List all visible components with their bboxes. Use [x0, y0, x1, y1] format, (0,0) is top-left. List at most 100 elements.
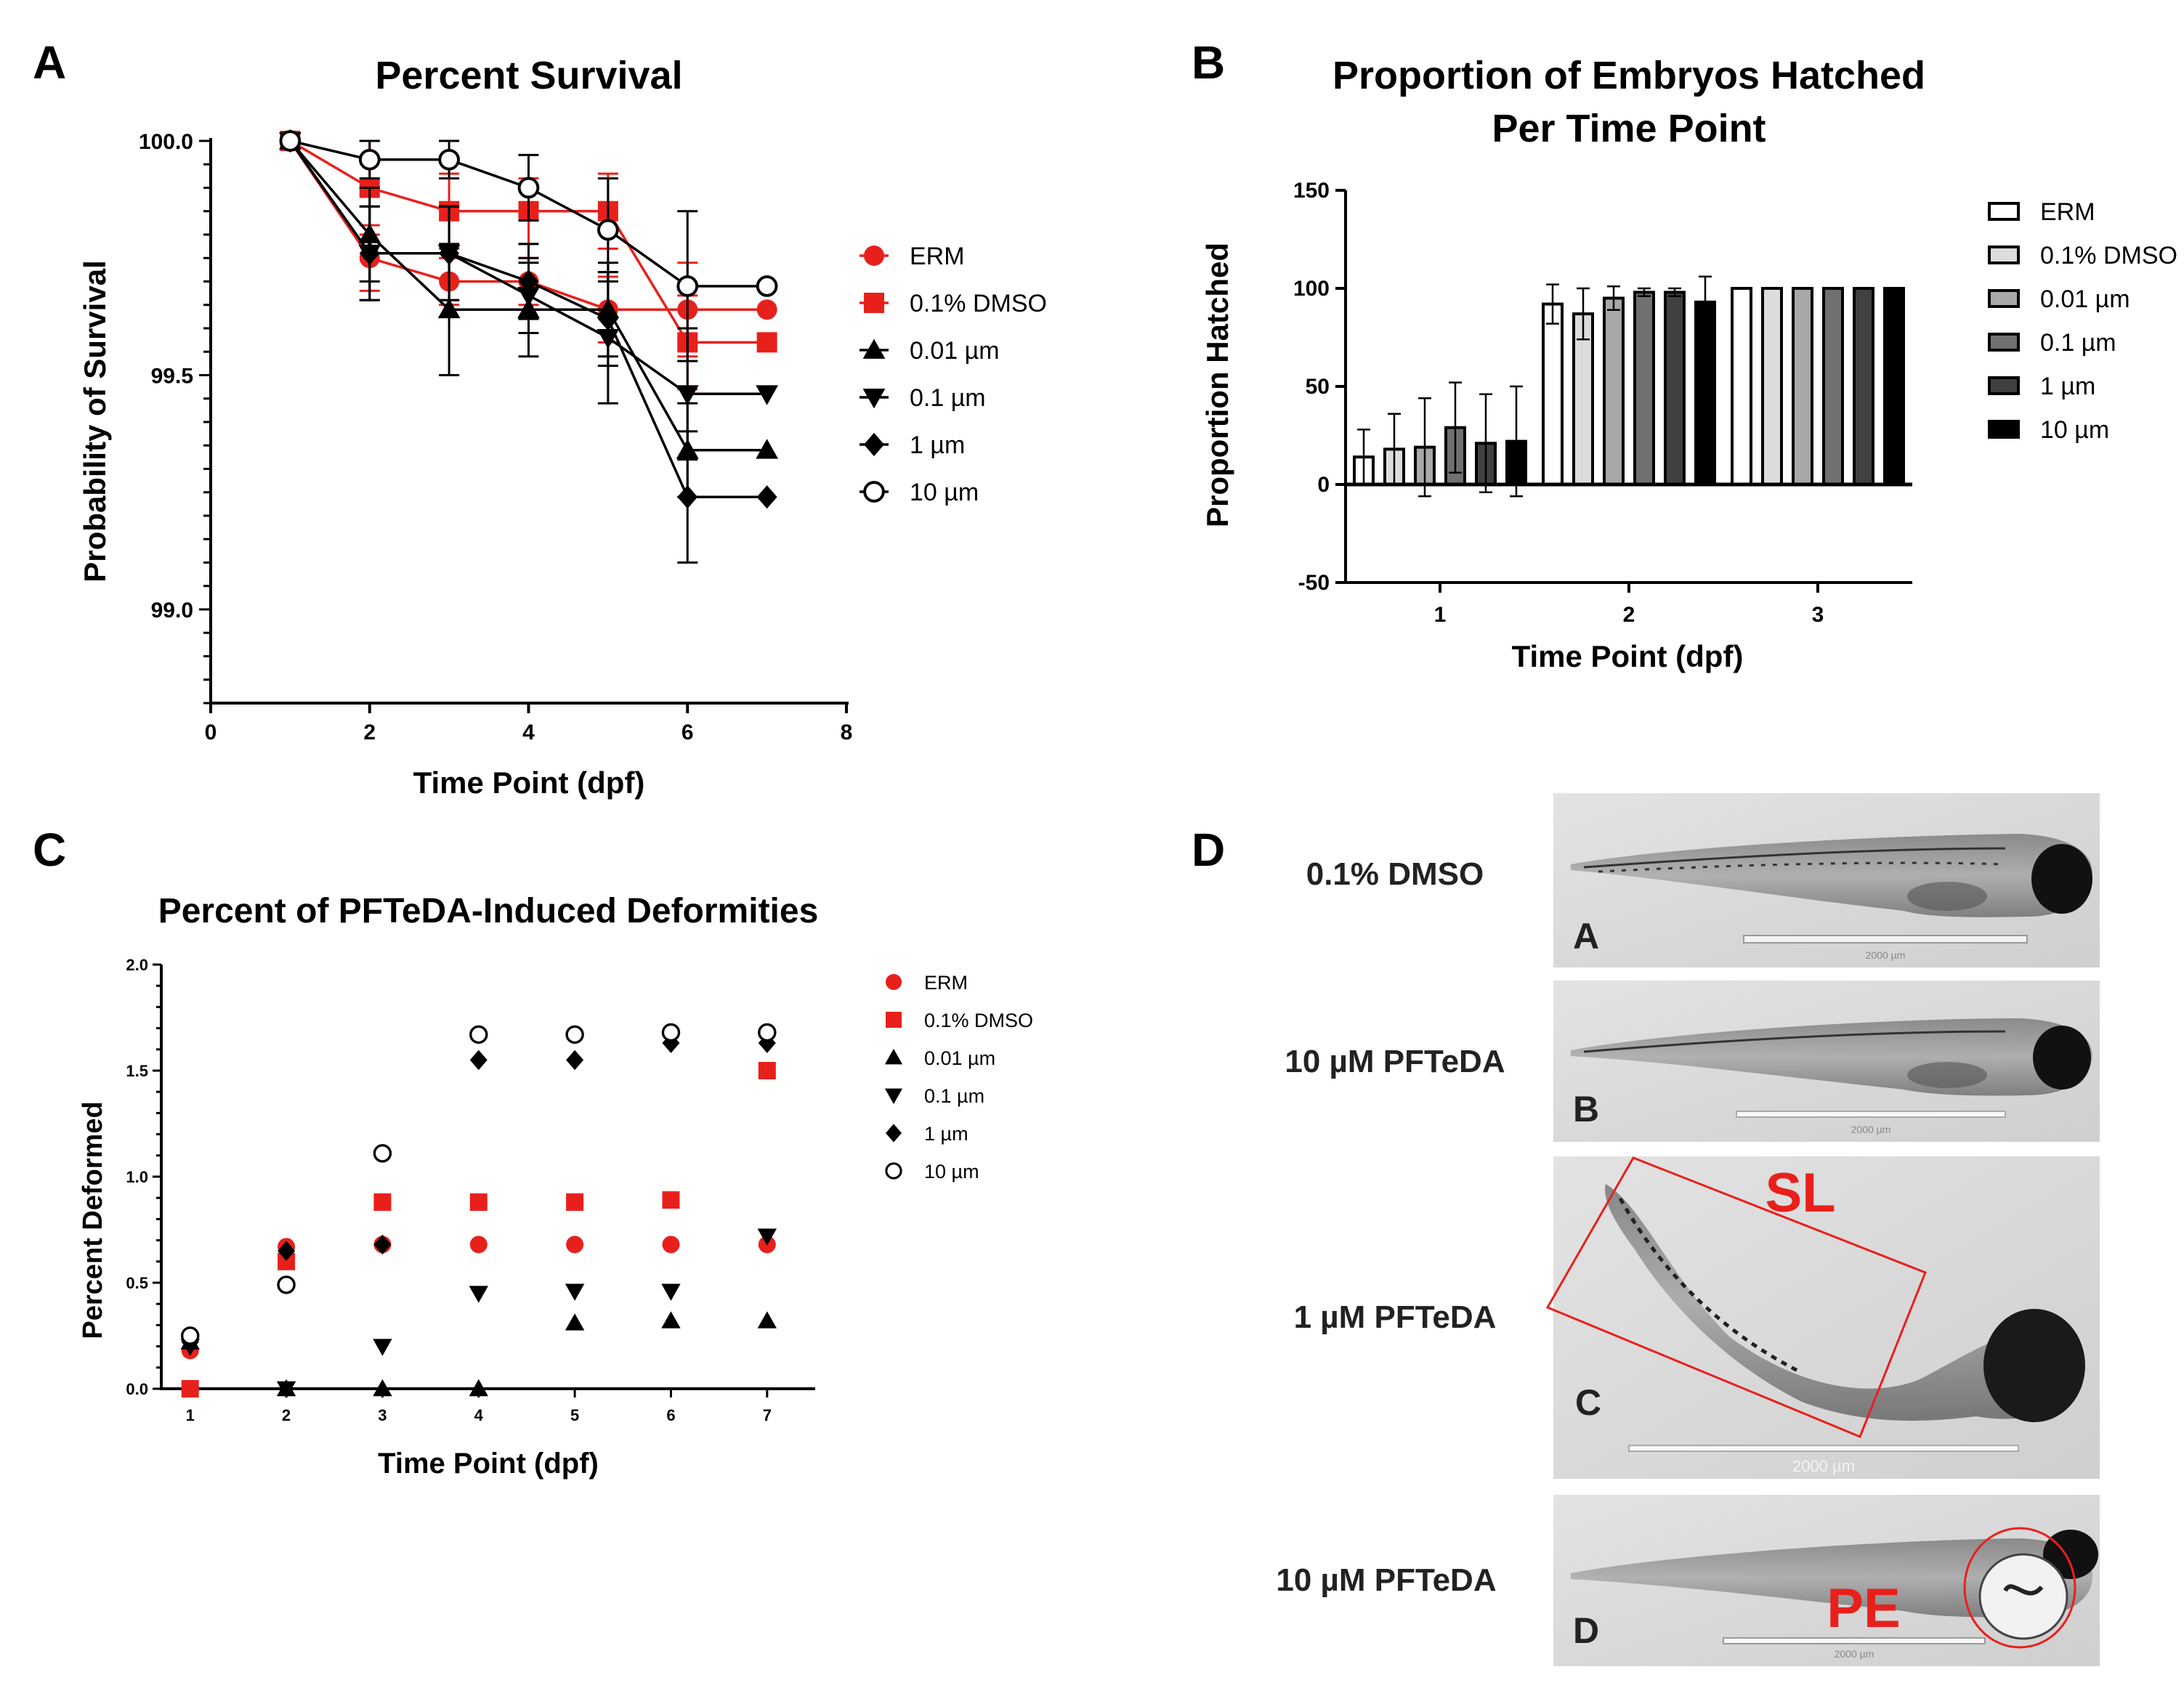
chart-a-legend-label-0-1-dmso: 0.1% DMSO [910, 290, 1047, 317]
chart-c-point-1-m [373, 1234, 392, 1255]
chart-c-point-0-01-m [373, 1379, 392, 1397]
micrograph-a-scale-text: 2000 µm [1866, 949, 1906, 961]
panel-d-micrographs: 0.1% DMSO 10 µM PFTeDA 1 µM PFTeDA 10 µM… [1276, 793, 2100, 1666]
chart-b-ylabel: Proportion Hatched [1200, 243, 1234, 527]
chart-b-xlabel: Time Point (dpf) [1512, 639, 1744, 673]
chart-c-point-0-01-m [469, 1379, 488, 1397]
chart-a-point-10-m [676, 275, 699, 297]
chart-c-point-10-m [661, 1023, 681, 1042]
chart-c-xtick-label: 2 [282, 1406, 291, 1424]
micrograph-b-condition: 10 µM PFTeDA [1285, 1044, 1505, 1079]
chart-c-point-0-1-dmso [181, 1380, 199, 1397]
chart-b-legend-swatch-10-m [1988, 420, 2020, 439]
chart-b-title-line2: Per Time Point [1492, 107, 1766, 150]
chart-c-point-0-01-m [565, 1313, 585, 1331]
chart-a-ytick-label: 100.0 [139, 130, 193, 154]
chart-a-xtick-label: 8 [841, 721, 853, 744]
chart-a-ytick-label: 99.0 [151, 599, 193, 622]
chart-b-legend: ERM 0.1% DMSO 0.01 µm 0.1 µm 1 µm 10 µm [1988, 198, 2177, 444]
micrograph-d-scale-bar [1723, 1637, 1986, 1644]
chart-b-legend-swatch-0-01-m [1988, 289, 2020, 308]
micrograph-b-scale-text: 2000 µm [1851, 1124, 1891, 1135]
chart-c-legend-marker-0-1-dmso [886, 1012, 902, 1028]
chart-c-point-0-1-dmso [373, 1193, 392, 1212]
micrograph-b-letter: B [1573, 1089, 1599, 1129]
panel-b-letter: B [1192, 36, 1225, 89]
chart-a-point-1-m [518, 269, 539, 293]
micrograph-c: SL 2000 µm C [1545, 1156, 2100, 1479]
chart-c-point-0-1-m [661, 1283, 681, 1301]
chart-c-legend-marker-1-m [886, 1124, 902, 1143]
chart-c-xtick-label: 7 [763, 1406, 772, 1424]
chart-c-point-0-1-dmso [662, 1191, 680, 1209]
micrograph-d-region-circle [1963, 1527, 2076, 1649]
chart-a-xtick-label: 4 [522, 721, 535, 744]
chart-b-legend-swatch-1-m [1988, 376, 2020, 395]
chart-c-point-10-m [758, 1023, 777, 1042]
chart-b-legend-label-erm: ERM [2040, 198, 2095, 226]
chart-b-ticks: -50 0 50 100 150 1 2 3 [1293, 179, 1824, 627]
chart-b-legend-label-0-1-dmso: 0.1% DMSO [2040, 242, 2177, 269]
chart-b-legend-swatch-0-1-dmso [1988, 246, 2020, 264]
chart-c-point-1-m [278, 1241, 296, 1261]
chart-a-legend-label-1-m: 1 µm [910, 431, 965, 459]
chart-b-legend-label-1-m: 1 µm [2040, 373, 2095, 400]
chart-c-point-1-m [566, 1050, 584, 1071]
micrograph-d-annotation: PE [1827, 1578, 1900, 1639]
chart-b-legend-label-0-01-m: 0.01 µm [2040, 285, 2130, 313]
chart-c-legend-marker-10-m [885, 1162, 902, 1180]
chart-a-ytick-label: 99.5 [151, 365, 193, 389]
chart-b-xtick-label: 1 [1434, 603, 1447, 627]
chart-c-legend-marker-0-1-m [884, 1088, 903, 1105]
chart-c-point-0-01-m [757, 1311, 777, 1328]
chart-c-legend-label-1-m: 1 µm [924, 1123, 968, 1145]
chart-a-point-erm [756, 299, 777, 320]
chart-c-legend-label-0-1-dmso: 0.1% DMSO [924, 1010, 1033, 1031]
chart-c-point-10-m [373, 1144, 392, 1163]
chart-a-point-10-m [517, 177, 540, 199]
chart-a-point-1-m [597, 307, 618, 331]
chart-b-title-line1: Proportion of Embryos Hatched [1332, 54, 1925, 97]
micrograph-a: 2000 µm A [1553, 793, 2100, 967]
chart-a-point-1-m [439, 241, 460, 265]
chart-c-ytick-label: 0.0 [126, 1380, 148, 1398]
chart-a-legend-marker-erm [864, 246, 884, 266]
chart-a-legend-label-10-m: 10 µm [910, 479, 979, 506]
larva-d-picture [1571, 1530, 2098, 1640]
chart-a-legend-marker-0-01-m [862, 338, 886, 359]
chart-a-point-10-m [756, 275, 778, 297]
chart-b-bar-erm [1542, 302, 1564, 486]
chart-b-legend-swatch-erm [1988, 202, 2020, 221]
chart-c-point-10-m [180, 1326, 200, 1345]
chart-a-point-10-m [358, 148, 381, 171]
chart-c-deformities: Percent of PFTeDA-Induced Deformities Pe… [78, 892, 1033, 1480]
chart-c-xtick-label: 6 [666, 1406, 675, 1424]
chart-b-bar-10-m [1883, 287, 1905, 486]
micrograph-a-condition: 0.1% DMSO [1306, 856, 1484, 892]
chart-b-bar-10-m [1694, 300, 1716, 486]
chart-a-xtick-label: 2 [363, 721, 376, 744]
chart-a-point-1-m [677, 485, 698, 509]
chart-a-survival: Percent Survival Probability of Survival… [78, 54, 1047, 800]
chart-a-xlabel: Time Point (dpf) [413, 766, 645, 800]
chart-c-xtick-label: 1 [186, 1406, 195, 1424]
chart-c-xtick-label: 4 [474, 1406, 484, 1424]
chart-b-legend-swatch-0-1-m [1988, 333, 2020, 352]
chart-c-legend-marker-erm [886, 974, 902, 990]
panel-a-letter: A [33, 36, 66, 89]
larva-c-picture [1605, 1184, 2085, 1422]
micrograph-a-letter: A [1573, 916, 1599, 957]
chart-b-bars [1353, 275, 1905, 498]
chart-b-ytick-label: 150 [1293, 179, 1330, 203]
chart-c-ytick-label: 1.0 [126, 1168, 148, 1186]
chart-c-point-erm [662, 1236, 680, 1254]
chart-c-point-0-1-dmso [566, 1193, 584, 1212]
chart-a-lines [278, 129, 779, 564]
chart-c-legend-label-10-m: 10 µm [924, 1161, 979, 1182]
chart-c-point-erm [566, 1236, 584, 1254]
chart-c-point-0-1-m [565, 1283, 585, 1301]
chart-a-point-0-1-dmso [756, 332, 777, 353]
micrograph-d-scale-text: 2000 µm [1835, 1648, 1874, 1660]
chart-c-point-0-01-m [661, 1311, 681, 1328]
chart-a-legend-marker-1-m [864, 432, 884, 457]
